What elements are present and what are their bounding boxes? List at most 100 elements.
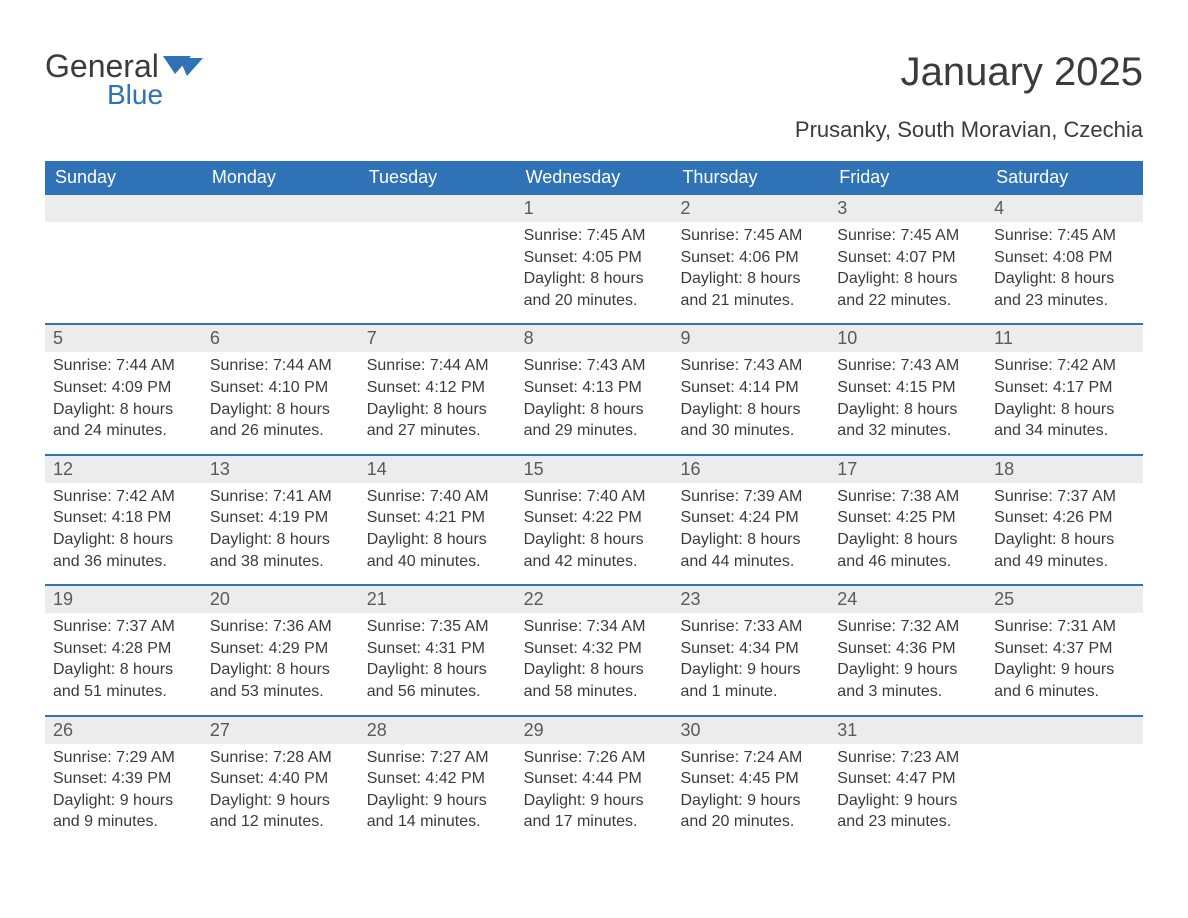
day-number: 14 xyxy=(359,456,516,483)
calendar-header-row: SundayMondayTuesdayWednesdayThursdayFrid… xyxy=(45,161,1143,195)
sunset-text: Sunset: 4:36 PM xyxy=(837,638,978,660)
daylight-text: Daylight: 8 hours and 36 minutes. xyxy=(53,529,194,572)
sunrise-text: Sunrise: 7:38 AM xyxy=(837,486,978,508)
sunset-text: Sunset: 4:44 PM xyxy=(524,768,665,790)
calendar: SundayMondayTuesdayWednesdayThursdayFrid… xyxy=(45,161,1143,845)
sunrise-text: Sunrise: 7:34 AM xyxy=(524,616,665,638)
calendar-day: 23Sunrise: 7:33 AMSunset: 4:34 PMDayligh… xyxy=(672,586,829,714)
calendar-day: 4Sunrise: 7:45 AMSunset: 4:08 PMDaylight… xyxy=(986,195,1143,323)
header-row: General Blue January 2025 xyxy=(45,50,1143,109)
sunset-text: Sunset: 4:40 PM xyxy=(210,768,351,790)
day-details: Sunrise: 7:45 AMSunset: 4:05 PMDaylight:… xyxy=(516,222,673,311)
day-details: Sunrise: 7:38 AMSunset: 4:25 PMDaylight:… xyxy=(829,483,986,572)
sunrise-text: Sunrise: 7:40 AM xyxy=(524,486,665,508)
sunrise-text: Sunrise: 7:44 AM xyxy=(53,355,194,377)
sunset-text: Sunset: 4:39 PM xyxy=(53,768,194,790)
day-number: 9 xyxy=(672,325,829,352)
day-details: Sunrise: 7:39 AMSunset: 4:24 PMDaylight:… xyxy=(672,483,829,572)
day-details xyxy=(202,222,359,225)
sunset-text: Sunset: 4:19 PM xyxy=(210,507,351,529)
calendar-day: 6Sunrise: 7:44 AMSunset: 4:10 PMDaylight… xyxy=(202,325,359,453)
logo-text-blue: Blue xyxy=(107,81,203,109)
sunrise-text: Sunrise: 7:23 AM xyxy=(837,747,978,769)
sunset-text: Sunset: 4:25 PM xyxy=(837,507,978,529)
logo: General Blue xyxy=(45,50,203,109)
day-details: Sunrise: 7:45 AMSunset: 4:07 PMDaylight:… xyxy=(829,222,986,311)
day-number: 11 xyxy=(986,325,1143,352)
calendar-day xyxy=(202,195,359,323)
day-details: Sunrise: 7:35 AMSunset: 4:31 PMDaylight:… xyxy=(359,613,516,702)
sunset-text: Sunset: 4:29 PM xyxy=(210,638,351,660)
day-details: Sunrise: 7:43 AMSunset: 4:14 PMDaylight:… xyxy=(672,352,829,441)
day-details xyxy=(986,744,1143,747)
day-details: Sunrise: 7:32 AMSunset: 4:36 PMDaylight:… xyxy=(829,613,986,702)
sunrise-text: Sunrise: 7:28 AM xyxy=(210,747,351,769)
sunset-text: Sunset: 4:22 PM xyxy=(524,507,665,529)
calendar-day: 12Sunrise: 7:42 AMSunset: 4:18 PMDayligh… xyxy=(45,456,202,584)
calendar-week: 1Sunrise: 7:45 AMSunset: 4:05 PMDaylight… xyxy=(45,195,1143,323)
logo-flag-icon xyxy=(163,56,203,85)
sunset-text: Sunset: 4:24 PM xyxy=(680,507,821,529)
calendar-day: 17Sunrise: 7:38 AMSunset: 4:25 PMDayligh… xyxy=(829,456,986,584)
daylight-text: Daylight: 9 hours and 6 minutes. xyxy=(994,659,1135,702)
sunrise-text: Sunrise: 7:42 AM xyxy=(994,355,1135,377)
day-details: Sunrise: 7:41 AMSunset: 4:19 PMDaylight:… xyxy=(202,483,359,572)
calendar-day: 27Sunrise: 7:28 AMSunset: 4:40 PMDayligh… xyxy=(202,717,359,845)
sunrise-text: Sunrise: 7:45 AM xyxy=(994,225,1135,247)
day-number: 8 xyxy=(516,325,673,352)
day-details: Sunrise: 7:37 AMSunset: 4:28 PMDaylight:… xyxy=(45,613,202,702)
day-number: 12 xyxy=(45,456,202,483)
day-number: 30 xyxy=(672,717,829,744)
calendar-header-col: Tuesday xyxy=(359,161,516,195)
day-number: 25 xyxy=(986,586,1143,613)
daylight-text: Daylight: 8 hours and 26 minutes. xyxy=(210,399,351,442)
calendar-day xyxy=(986,717,1143,845)
calendar-header-col: Friday xyxy=(829,161,986,195)
calendar-week: 26Sunrise: 7:29 AMSunset: 4:39 PMDayligh… xyxy=(45,715,1143,845)
daylight-text: Daylight: 9 hours and 14 minutes. xyxy=(367,790,508,833)
sunset-text: Sunset: 4:42 PM xyxy=(367,768,508,790)
daylight-text: Daylight: 8 hours and 21 minutes. xyxy=(680,268,821,311)
day-details: Sunrise: 7:29 AMSunset: 4:39 PMDaylight:… xyxy=(45,744,202,833)
sunset-text: Sunset: 4:47 PM xyxy=(837,768,978,790)
daylight-text: Daylight: 8 hours and 44 minutes. xyxy=(680,529,821,572)
day-details: Sunrise: 7:36 AMSunset: 4:29 PMDaylight:… xyxy=(202,613,359,702)
calendar-day: 20Sunrise: 7:36 AMSunset: 4:29 PMDayligh… xyxy=(202,586,359,714)
calendar-header-col: Monday xyxy=(202,161,359,195)
calendar-day: 31Sunrise: 7:23 AMSunset: 4:47 PMDayligh… xyxy=(829,717,986,845)
calendar-header-col: Wednesday xyxy=(516,161,673,195)
day-details: Sunrise: 7:44 AMSunset: 4:09 PMDaylight:… xyxy=(45,352,202,441)
daylight-text: Daylight: 9 hours and 1 minute. xyxy=(680,659,821,702)
sunrise-text: Sunrise: 7:24 AM xyxy=(680,747,821,769)
daylight-text: Daylight: 9 hours and 12 minutes. xyxy=(210,790,351,833)
day-details: Sunrise: 7:42 AMSunset: 4:18 PMDaylight:… xyxy=(45,483,202,572)
sunset-text: Sunset: 4:08 PM xyxy=(994,247,1135,269)
sunset-text: Sunset: 4:34 PM xyxy=(680,638,821,660)
daylight-text: Daylight: 8 hours and 34 minutes. xyxy=(994,399,1135,442)
day-details: Sunrise: 7:40 AMSunset: 4:21 PMDaylight:… xyxy=(359,483,516,572)
day-number: 17 xyxy=(829,456,986,483)
logo-text-general: General xyxy=(45,50,159,82)
calendar-day: 8Sunrise: 7:43 AMSunset: 4:13 PMDaylight… xyxy=(516,325,673,453)
day-details: Sunrise: 7:37 AMSunset: 4:26 PMDaylight:… xyxy=(986,483,1143,572)
calendar-day: 13Sunrise: 7:41 AMSunset: 4:19 PMDayligh… xyxy=(202,456,359,584)
sunset-text: Sunset: 4:21 PM xyxy=(367,507,508,529)
sunset-text: Sunset: 4:10 PM xyxy=(210,377,351,399)
sunset-text: Sunset: 4:18 PM xyxy=(53,507,194,529)
daylight-text: Daylight: 9 hours and 3 minutes. xyxy=(837,659,978,702)
day-details: Sunrise: 7:23 AMSunset: 4:47 PMDaylight:… xyxy=(829,744,986,833)
calendar-day: 28Sunrise: 7:27 AMSunset: 4:42 PMDayligh… xyxy=(359,717,516,845)
day-number: 20 xyxy=(202,586,359,613)
daylight-text: Daylight: 8 hours and 27 minutes. xyxy=(367,399,508,442)
day-number xyxy=(202,195,359,222)
calendar-day xyxy=(45,195,202,323)
sunset-text: Sunset: 4:37 PM xyxy=(994,638,1135,660)
location-subtitle: Prusanky, South Moravian, Czechia xyxy=(45,117,1143,143)
daylight-text: Daylight: 8 hours and 24 minutes. xyxy=(53,399,194,442)
day-details: Sunrise: 7:44 AMSunset: 4:10 PMDaylight:… xyxy=(202,352,359,441)
sunrise-text: Sunrise: 7:27 AM xyxy=(367,747,508,769)
sunrise-text: Sunrise: 7:41 AM xyxy=(210,486,351,508)
day-details: Sunrise: 7:40 AMSunset: 4:22 PMDaylight:… xyxy=(516,483,673,572)
day-details: Sunrise: 7:34 AMSunset: 4:32 PMDaylight:… xyxy=(516,613,673,702)
daylight-text: Daylight: 8 hours and 32 minutes. xyxy=(837,399,978,442)
